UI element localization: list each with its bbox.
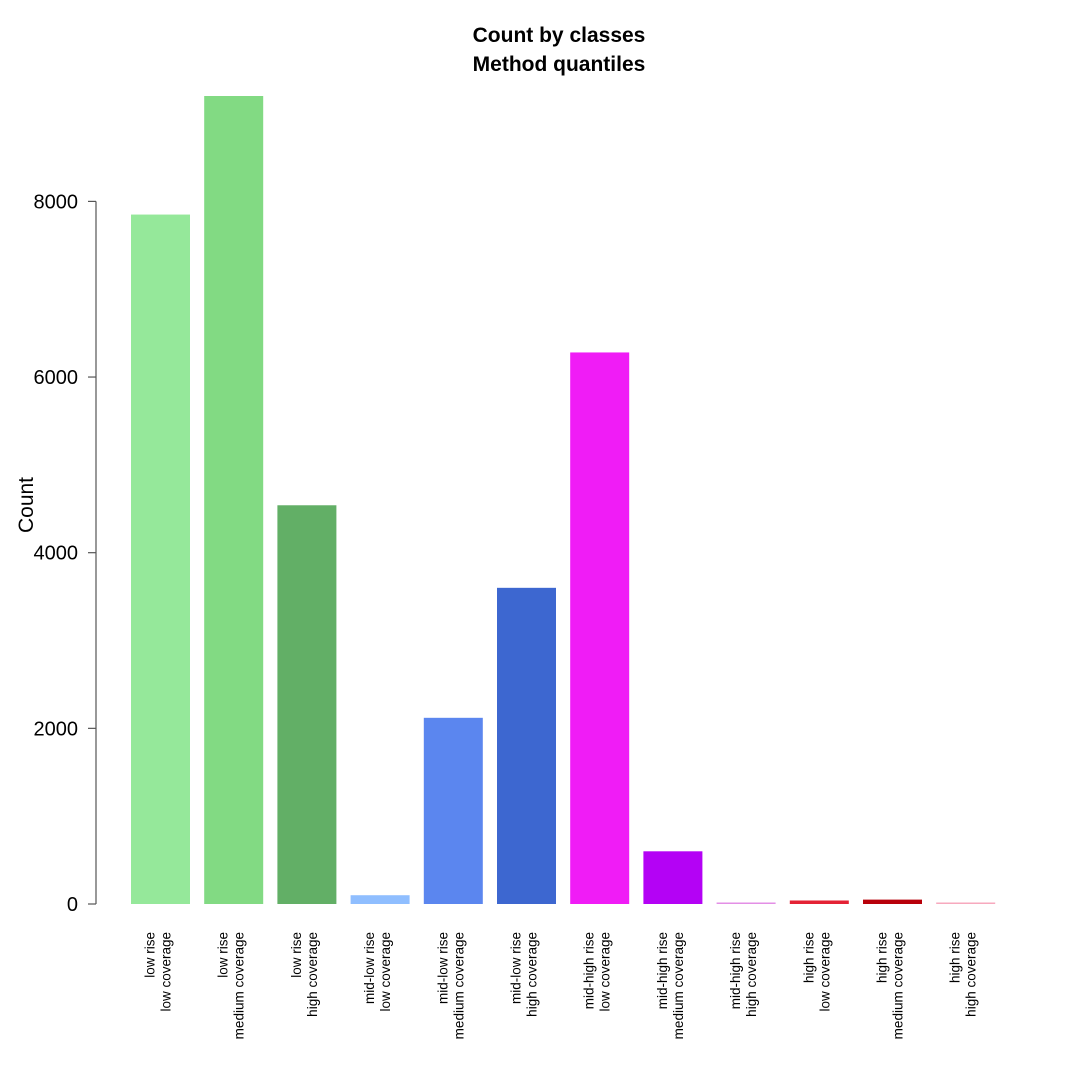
bar [936,902,996,904]
bar [277,505,337,904]
bar [131,214,190,905]
bar [716,902,776,904]
bars [131,96,996,905]
bar [423,717,483,904]
x-tick-label: low rise [143,932,158,978]
y-tick-label: 8000 [34,191,79,213]
x-category-label: high rise high coverage [948,932,979,1017]
bar [204,96,264,904]
x-tick-label: high coverage [964,932,979,1017]
bar [643,851,703,904]
x-tick-label: mid-high rise [728,932,743,1009]
bar [863,899,922,904]
bar [570,352,630,905]
x-category-label: mid-low rise medium coverage [435,932,466,1039]
x-category-label: low rise high coverage [289,932,320,1017]
x-tick-label: mid-low rise [509,932,524,1004]
x-tick-label: medium coverage [232,932,247,1039]
y-axis: 0 2000 4000 6000 8000 [34,191,97,916]
bar [789,900,849,904]
y-tick-label: 6000 [34,367,79,389]
x-category-label: mid-high rise medium coverage [655,932,686,1039]
x-tick-label: low coverage [378,932,393,1012]
y-tick-label: 0 [67,894,78,916]
bar [497,587,556,904]
x-tick-label: high coverage [305,932,320,1017]
x-tick-label: medium coverage [671,932,686,1039]
x-tick-label: low rise [289,932,304,978]
x-tick-label: high rise [948,932,963,983]
chart-title: Count by classes [473,24,646,47]
x-tick-label: high coverage [744,932,759,1017]
x-tick-label: high rise [875,932,890,983]
x-category-label: mid-high rise low coverage [582,932,613,1012]
y-tick-label: 4000 [34,543,79,565]
x-tick-label: low coverage [817,932,832,1012]
x-axis-labels: low rise low coverage low rise medium cover… [143,932,979,1039]
x-tick-label: medium coverage [451,932,466,1039]
x-tick-label: high coverage [525,932,540,1017]
x-tick-label: low rise [216,932,231,978]
bar [350,895,410,904]
x-category-label: low rise medium coverage [216,932,247,1039]
chart-subtitle: Method quantiles [473,53,646,76]
y-tick-label: 2000 [34,718,79,740]
x-category-label: low rise low coverage [143,932,174,1012]
x-tick-label: mid-low rise [435,932,450,1004]
x-category-label: mid-high rise high coverage [728,932,759,1017]
x-tick-label: mid-high rise [582,932,597,1009]
x-category-label: mid-low rise high coverage [509,932,540,1017]
x-category-label: mid-low rise low coverage [362,932,393,1012]
x-category-label: high rise low coverage [801,932,832,1012]
x-tick-label: low coverage [159,932,174,1012]
x-tick-label: mid-high rise [655,932,670,1009]
x-tick-label: high rise [801,932,816,983]
x-tick-label: medium coverage [891,932,906,1039]
x-category-label: high rise medium coverage [875,932,906,1039]
x-tick-label: mid-low rise [362,932,377,1004]
y-axis-label: Count [15,477,38,533]
x-tick-label: low coverage [598,932,613,1012]
